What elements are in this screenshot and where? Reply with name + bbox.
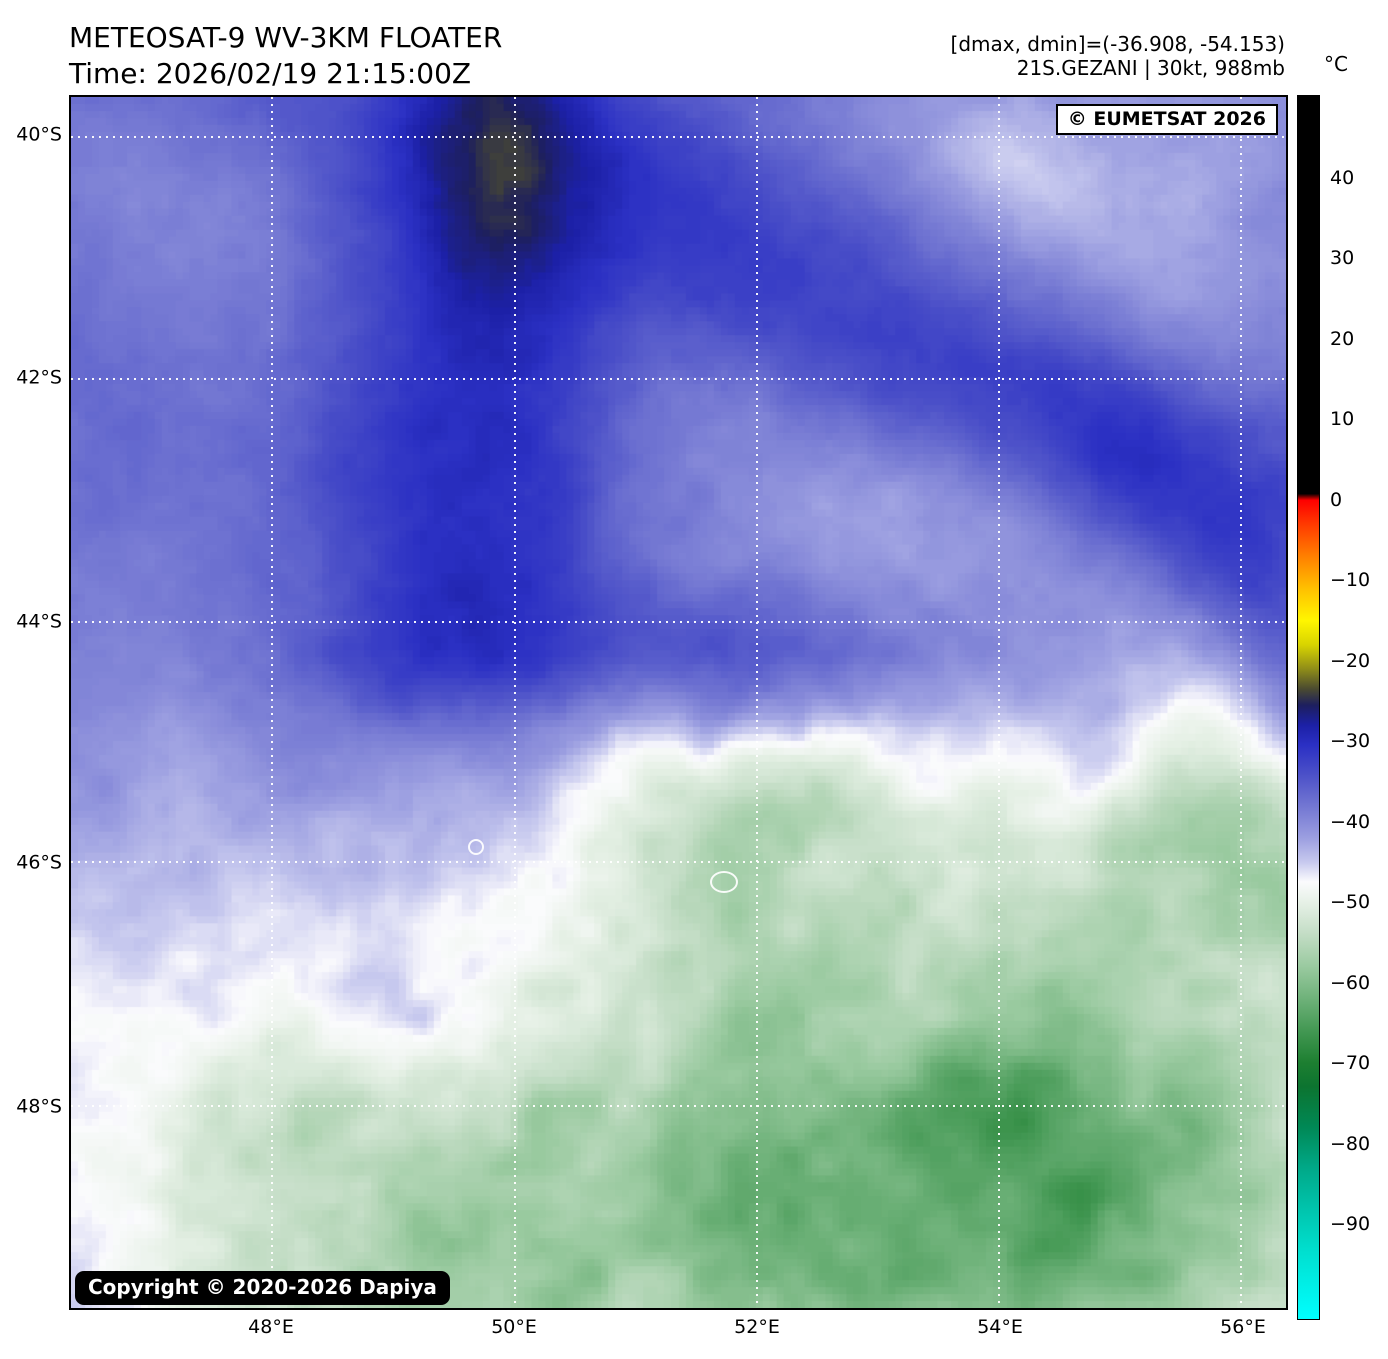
longitude-gridline bbox=[998, 97, 1001, 1308]
lat-tick-label: 48°S bbox=[16, 1095, 62, 1118]
lat-tick-label: 40°S bbox=[16, 123, 62, 146]
latitude-gridline bbox=[71, 1104, 1286, 1107]
longitude-axis: 48°E 50°E 52°E 54°E 56°E bbox=[69, 1316, 1288, 1344]
map-panel: © EUMETSAT 2026 Copyright © 2020-2026 Da… bbox=[69, 95, 1288, 1310]
colorbar-tick-0: 0 bbox=[1330, 488, 1343, 511]
longitude-gridline bbox=[755, 97, 758, 1308]
colorbar-tick-10: 10 bbox=[1330, 408, 1355, 431]
longitude-gridline bbox=[271, 97, 274, 1308]
colorbar-gradient bbox=[1298, 96, 1319, 1319]
colorbar bbox=[1297, 95, 1320, 1320]
lon-tick-label: 52°E bbox=[734, 1316, 780, 1338]
title-block: METEOSAT-9 WV-3KM FLOATER Time: 2026/02/… bbox=[69, 20, 502, 92]
timestamp: Time: 2026/02/19 21:15:00Z bbox=[69, 57, 472, 90]
lon-tick-label: 48°E bbox=[248, 1316, 294, 1338]
colorbar-tick-40: 40 bbox=[1330, 166, 1355, 189]
lat-tick-label: 44°S bbox=[16, 610, 62, 633]
latitude-axis: 40°S 42°S 44°S 46°S 48°S bbox=[0, 95, 62, 1310]
latitude-gridline bbox=[71, 378, 1286, 381]
storm-info-annotation: 21S.GEZANI | 30kt, 988mb bbox=[1016, 56, 1285, 80]
colorbar-unit-label: °C bbox=[1324, 52, 1348, 76]
dmax-dmin-annotation: [dmax, dmin]=(-36.908, -54.153) bbox=[950, 32, 1285, 56]
colorbar-tick--30: −30 bbox=[1330, 730, 1371, 753]
wv-image-canvas bbox=[71, 97, 1286, 1308]
page-title: METEOSAT-9 WV-3KM FLOATER bbox=[69, 21, 503, 54]
colorbar-tick--20: −20 bbox=[1330, 649, 1371, 672]
colorbar-tick-labels: 40 30 20 10 0 −10 −20 −30 −40 −50 −60 −70 −80 −90 bbox=[1330, 95, 1386, 1320]
colorbar-tick--40: −40 bbox=[1330, 810, 1371, 833]
colorbar-tick--60: −60 bbox=[1330, 971, 1371, 994]
colorbar-tick--70: −70 bbox=[1330, 1052, 1371, 1075]
latitude-gridline bbox=[71, 861, 1286, 864]
colorbar-tick-30: 30 bbox=[1330, 247, 1355, 270]
latitude-gridline bbox=[71, 135, 1286, 138]
colorbar-tick--90: −90 bbox=[1330, 1213, 1371, 1236]
lon-tick-label: 50°E bbox=[491, 1316, 537, 1338]
longitude-gridline bbox=[513, 97, 516, 1308]
annotation-block: [dmax, dmin]=(-36.908, -54.153) 21S.GEZA… bbox=[951, 32, 1285, 80]
lat-tick-label: 42°S bbox=[16, 366, 62, 389]
latitude-gridline bbox=[71, 621, 1286, 624]
lon-tick-label: 56°E bbox=[1220, 1316, 1266, 1338]
colorbar-tick--10: −10 bbox=[1330, 569, 1371, 592]
cloud-top-contour-1 bbox=[467, 838, 484, 855]
eumetsat-copyright-badge: © EUMETSAT 2026 bbox=[1055, 104, 1278, 135]
lon-tick-label: 54°E bbox=[977, 1316, 1023, 1338]
longitude-gridline bbox=[1240, 97, 1243, 1308]
colorbar-tick-20: 20 bbox=[1330, 327, 1355, 350]
colorbar-tick--80: −80 bbox=[1330, 1132, 1371, 1155]
colorbar-tick--50: −50 bbox=[1330, 891, 1371, 914]
cloud-top-contour-2 bbox=[709, 871, 738, 894]
dapiya-copyright-badge: Copyright © 2020-2026 Dapiya bbox=[75, 1271, 450, 1305]
lat-tick-label: 46°S bbox=[16, 851, 62, 874]
